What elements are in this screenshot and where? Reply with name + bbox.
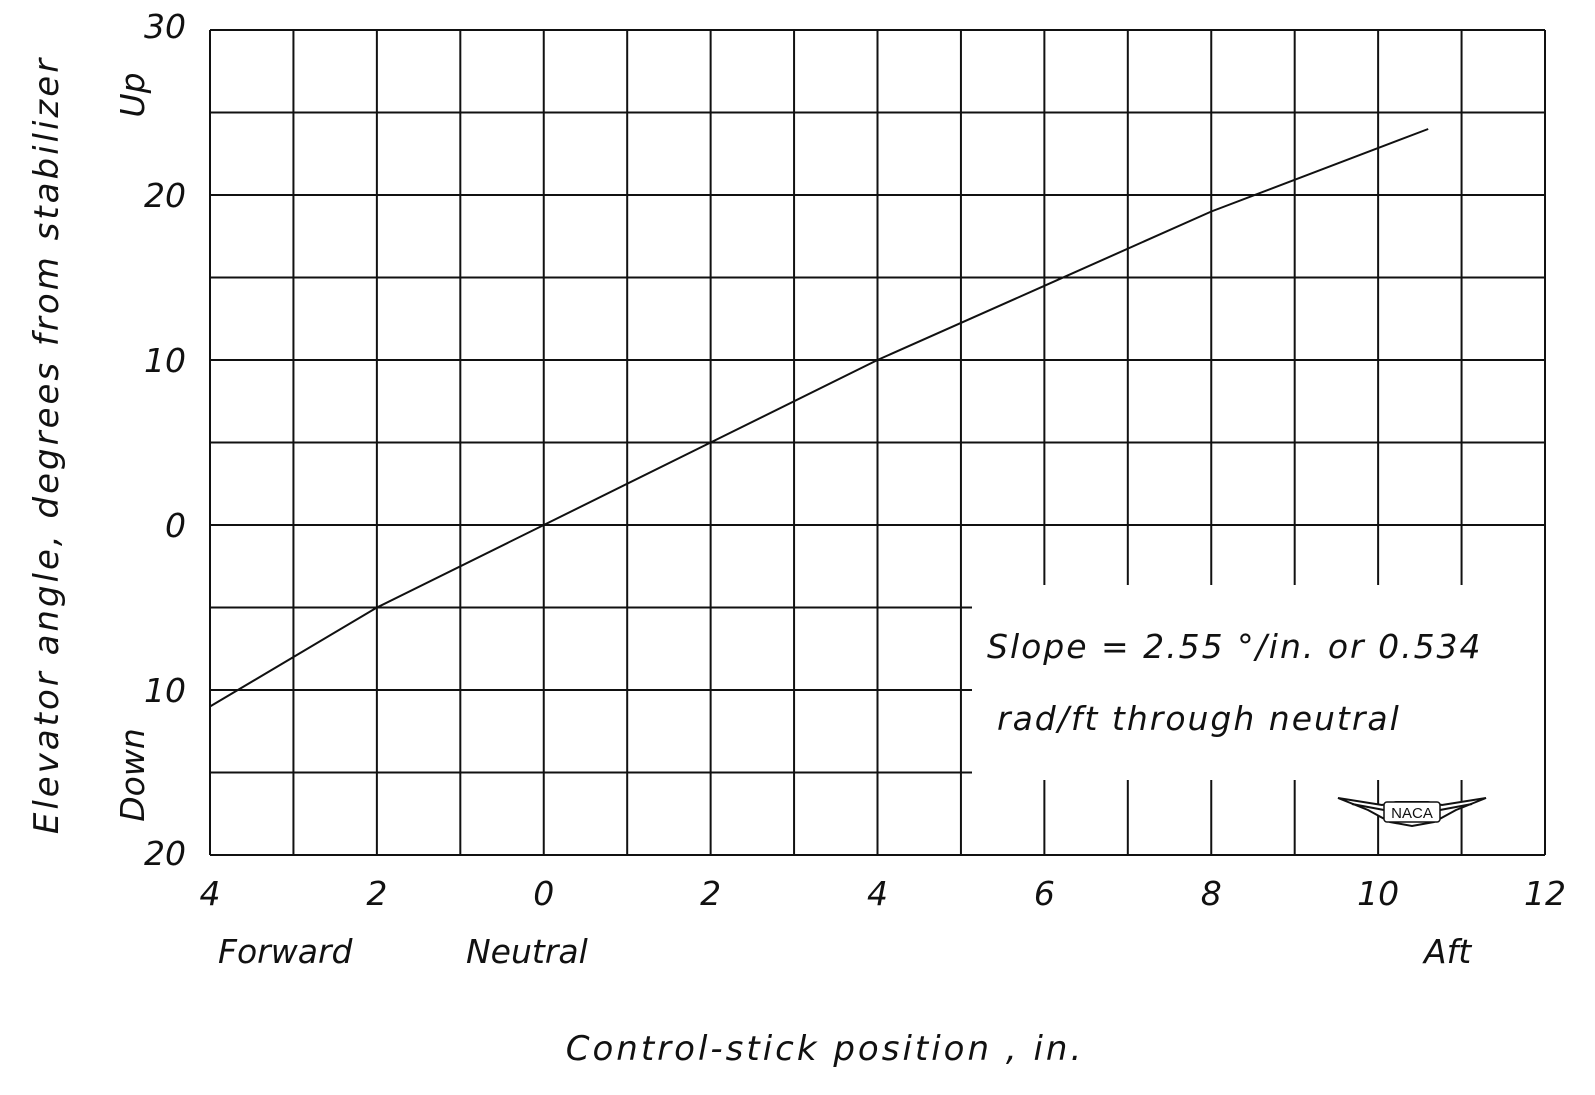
y-tick-label: 10 [144, 341, 186, 380]
naca-logo-text: NACA [1391, 805, 1433, 822]
x-tick-label: 2 [700, 874, 721, 913]
grid [209, 29, 1546, 856]
x-forward-label: Forward [218, 932, 354, 971]
x-neutral-label: Neutral [466, 932, 588, 971]
y-tick-labels: 30 20 10 0 10 20 [144, 7, 186, 873]
y-tick-label: 20 [144, 176, 186, 215]
y-tick-label: 20 [144, 834, 186, 873]
x-tick-label: 10 [1357, 874, 1399, 913]
y-down-label: Down [113, 728, 152, 822]
x-tick-label: 4 [200, 874, 221, 913]
series-line [209, 128, 1429, 708]
y-tick-label: 10 [144, 671, 186, 710]
x-tick-labels: 4 2 0 2 4 6 8 10 12 [200, 874, 1567, 913]
x-tick-label: 0 [533, 874, 554, 913]
y-tick-label: 30 [144, 7, 186, 46]
x-tick-label: 4 [867, 874, 888, 913]
y-up-label: Up [113, 72, 152, 117]
slope-annotation-line2: rad/ft through neutral [997, 699, 1401, 738]
series-layer [209, 128, 1429, 708]
x-tick-label: 2 [366, 874, 387, 913]
x-tick-label: 12 [1524, 874, 1566, 913]
y-axis-title: Elevator angle, degrees from stabilizer [27, 56, 67, 834]
naca-logo-icon: NACA [1337, 797, 1487, 828]
y-tick-label: 0 [165, 506, 186, 545]
x-axis-title: Control-stick position , in. [566, 1029, 1085, 1069]
x-tick-label: 6 [1034, 874, 1055, 913]
slope-annotation-line1: Slope = 2.55 °/in. or 0.534 [987, 627, 1483, 666]
x-aft-label: Aft [1422, 932, 1472, 971]
x-tick-label: 8 [1201, 874, 1222, 913]
